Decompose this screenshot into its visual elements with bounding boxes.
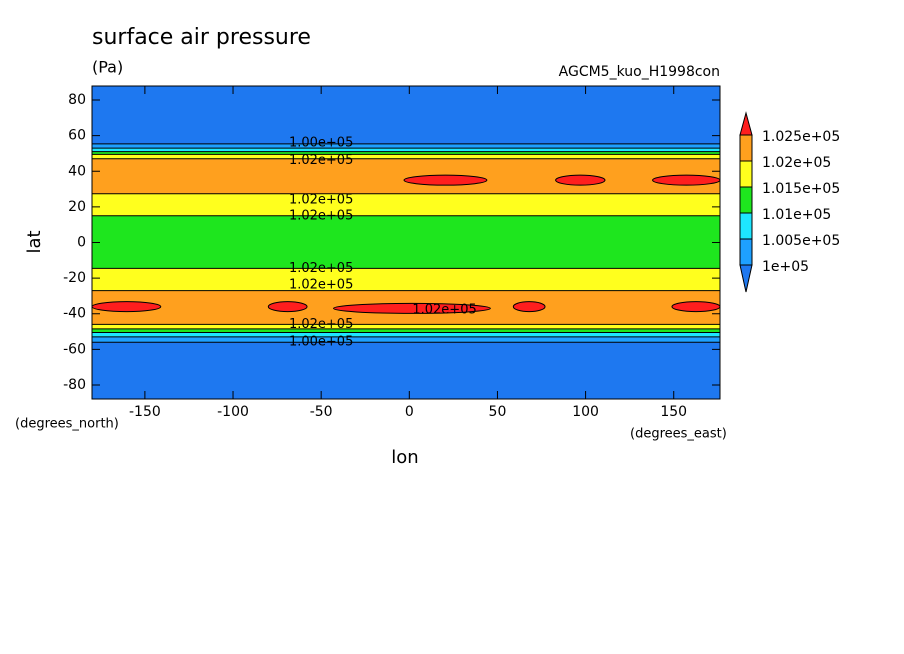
x-tick-label: -150	[129, 404, 161, 420]
colorbar-label: 1.015e+05	[762, 181, 840, 197]
y-unit: (degrees_north)	[15, 417, 119, 432]
pressure-band	[92, 268, 720, 291]
y-tick-label: -20	[63, 270, 86, 286]
pressure-band	[92, 154, 720, 159]
high-pressure	[652, 174, 720, 186]
contour-label: 1.02e+05	[289, 208, 353, 223]
contour-label: 1.02e+05	[289, 278, 353, 293]
model-name: AGCM5_kuo_H1998con	[559, 64, 720, 80]
high-pressure	[92, 301, 162, 313]
contour-label: 1.02e+05	[412, 303, 476, 318]
y-axis-label: lat	[24, 230, 45, 253]
pressure-band	[92, 148, 720, 152]
y-tick-label: 60	[68, 128, 86, 144]
high-pressure	[403, 174, 488, 186]
colorbar-label: 1.005e+05	[762, 233, 840, 249]
high-pressure	[512, 301, 546, 313]
x-tick-label: 0	[405, 404, 414, 420]
y-tick-label: 40	[68, 163, 86, 179]
contour-label: 1.02e+05	[289, 261, 353, 276]
colorbar-box	[739, 212, 753, 240]
chart-title: surface air pressure	[92, 25, 311, 50]
x-unit: (degrees_east)	[630, 427, 727, 442]
y-tick-label: -60	[63, 341, 86, 357]
colorbar-box	[739, 186, 753, 214]
x-tick-label: -50	[310, 404, 333, 420]
colorbar-box	[739, 160, 753, 188]
pressure-band	[92, 86, 720, 144]
colorbar-label: 1.01e+05	[762, 207, 831, 223]
high-pressure	[555, 174, 606, 186]
pressure-band	[92, 332, 720, 337]
x-tick-label: 100	[572, 404, 599, 420]
high-pressure	[333, 302, 491, 314]
y-tick-label: -80	[63, 377, 86, 393]
x-tick-label: 50	[489, 404, 507, 420]
pressure-band	[92, 193, 720, 216]
x-tick-label: 150	[660, 404, 687, 420]
y-tick-label: 0	[77, 235, 86, 251]
pressure-band	[92, 151, 720, 155]
units: (Pa)	[92, 58, 123, 77]
contour-label: 1.00e+05	[289, 335, 353, 350]
overlay: 1.00e+051.02e+051.02e+051.02e+051.02e+05…	[63, 85, 840, 420]
x-tick-label: -100	[217, 404, 249, 420]
contour-label: 1.02e+05	[289, 153, 353, 168]
colorbar-label: 1e+05	[762, 259, 809, 275]
colorbar-box	[739, 238, 753, 266]
contour-label: 1.02e+05	[289, 192, 353, 207]
colorbar-box	[739, 134, 753, 162]
colorbar-label: 1.02e+05	[762, 155, 831, 171]
colorbar-arrow	[739, 264, 753, 293]
colorbar-arrow	[739, 111, 753, 136]
contour-label: 1.02e+05	[289, 317, 353, 332]
x-axis-label: lon	[391, 447, 418, 468]
high-pressure	[671, 301, 720, 313]
pressure-band	[92, 342, 720, 399]
pressure-band	[92, 328, 720, 333]
pressure-band	[92, 324, 720, 329]
contour-label: 1.00e+05	[289, 135, 353, 150]
y-tick-label: -40	[63, 306, 86, 322]
y-tick-label: 20	[68, 199, 86, 215]
pressure-band	[92, 158, 720, 194]
y-tick-label: 80	[68, 92, 86, 108]
pressure-band	[92, 215, 720, 269]
field	[92, 86, 720, 399]
pressure-band	[92, 143, 720, 149]
colorbar-label: 1.025e+05	[762, 129, 840, 145]
pressure-band	[92, 336, 720, 343]
high-pressure	[267, 301, 308, 313]
